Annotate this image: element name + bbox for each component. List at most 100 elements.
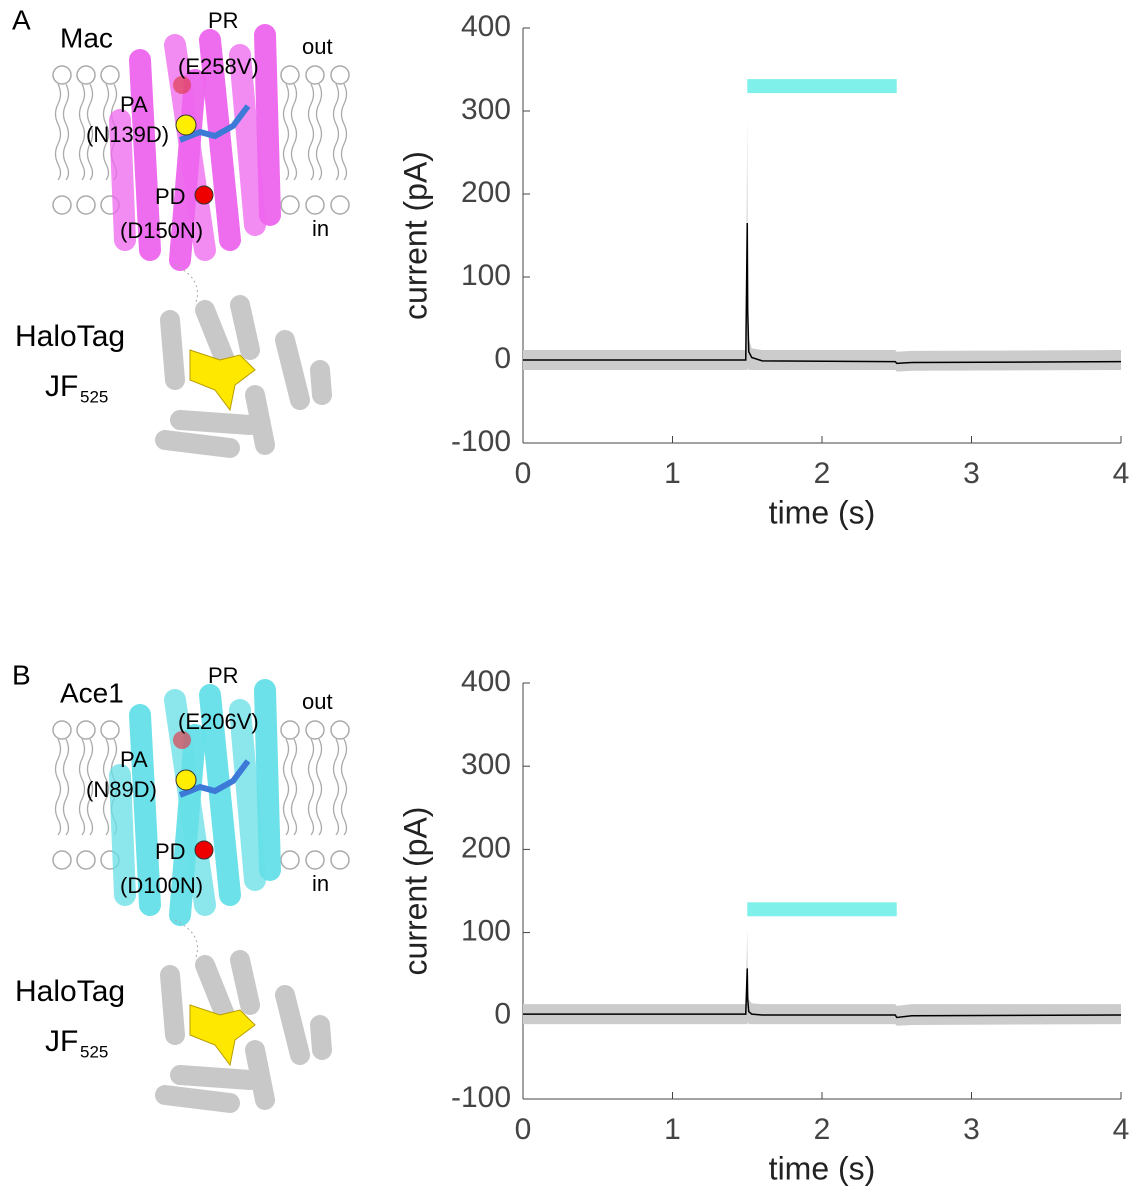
lipid-tail bbox=[78, 83, 86, 181]
diagram-label: (N89D) bbox=[86, 777, 157, 802]
stimulus-bar bbox=[747, 902, 897, 917]
helix bbox=[129, 704, 161, 916]
helix bbox=[254, 24, 281, 226]
helix bbox=[169, 724, 206, 926]
x-tick-label: 4 bbox=[1113, 457, 1130, 490]
diagram-label: PD bbox=[155, 184, 186, 209]
linker bbox=[174, 264, 198, 306]
y-tick-label: 0 bbox=[494, 342, 511, 375]
diagram-label: out bbox=[302, 689, 333, 714]
lipid-tail bbox=[78, 738, 86, 836]
helix bbox=[109, 109, 136, 251]
pr-residue bbox=[173, 76, 191, 94]
lipid-head bbox=[52, 65, 72, 85]
lipid-head bbox=[52, 720, 72, 740]
diagram-label: PR bbox=[208, 8, 239, 33]
pr-residue bbox=[173, 731, 191, 749]
helix bbox=[254, 679, 281, 881]
lipid-head bbox=[330, 65, 350, 85]
y-axis-label: current (pA) bbox=[397, 807, 433, 976]
y-tick-label: 0 bbox=[494, 998, 511, 1031]
y-tick-label: 300 bbox=[461, 748, 511, 781]
diagram-label: PR bbox=[208, 663, 239, 688]
helix bbox=[199, 684, 241, 906]
x-tick-label: 1 bbox=[664, 1113, 681, 1146]
x-tick-label: 3 bbox=[963, 1113, 980, 1146]
diagram-label: (D150N) bbox=[120, 218, 203, 243]
retinal bbox=[178, 759, 251, 798]
lipid-tail bbox=[307, 738, 315, 836]
halotag-helix bbox=[160, 965, 185, 1045]
y-tick-label: -100 bbox=[451, 1081, 511, 1114]
lipid-head bbox=[52, 850, 72, 870]
diagram-label: HaloTag bbox=[15, 975, 125, 1008]
lipid-head bbox=[100, 720, 120, 740]
halotag-helix bbox=[155, 1085, 240, 1113]
pa-residue bbox=[175, 769, 197, 791]
diagram-label: 525 bbox=[80, 1042, 108, 1061]
lipid-head bbox=[100, 65, 120, 85]
dye bbox=[189, 1004, 256, 1067]
lipid-head bbox=[280, 65, 300, 85]
lipid-tail bbox=[307, 83, 315, 181]
y-axis-label: current (pA) bbox=[397, 151, 433, 320]
lipid-head bbox=[76, 720, 96, 740]
halotag-helix bbox=[310, 360, 332, 405]
halotag-helix bbox=[230, 950, 260, 1015]
lipid-tail bbox=[54, 83, 62, 181]
x-tick-label: 0 bbox=[515, 457, 532, 490]
halotag-helix bbox=[245, 1040, 275, 1110]
lipid-head bbox=[330, 195, 350, 215]
diagram-label: B bbox=[12, 659, 31, 690]
y-tick-label: 400 bbox=[461, 665, 511, 698]
diagram-label: A bbox=[12, 4, 31, 35]
lipid-head bbox=[330, 850, 350, 870]
dye bbox=[189, 349, 256, 412]
lipid-tail bbox=[86, 83, 94, 181]
diagram-label: (D100N) bbox=[120, 873, 203, 898]
lipid-head bbox=[52, 195, 72, 215]
lipid-tail bbox=[290, 738, 298, 836]
diagram-label: out bbox=[302, 34, 333, 59]
lipid-tail bbox=[315, 738, 323, 836]
lipid-tail bbox=[62, 738, 70, 836]
halotag-helix bbox=[170, 410, 260, 435]
linker bbox=[174, 919, 198, 961]
helix bbox=[129, 49, 161, 261]
mean-trace bbox=[523, 223, 1122, 365]
y-tick-label: 100 bbox=[461, 259, 511, 292]
y-tick-label: -100 bbox=[451, 425, 511, 458]
pd-residue bbox=[194, 185, 214, 205]
mean-trace bbox=[523, 968, 1122, 1019]
pd-residue bbox=[194, 840, 214, 860]
lipid-head bbox=[305, 65, 325, 85]
x-tick-label: 2 bbox=[814, 1113, 831, 1146]
lipid-head bbox=[280, 195, 300, 215]
diagram-label: PA bbox=[120, 747, 148, 772]
x-tick-label: 4 bbox=[1113, 1113, 1130, 1146]
diagram-label: (E206V) bbox=[178, 709, 259, 734]
lipid-tail bbox=[282, 738, 290, 836]
pa-residue bbox=[175, 114, 197, 136]
x-axis-label: time (s) bbox=[769, 1150, 876, 1186]
y-tick-label: 200 bbox=[461, 831, 511, 864]
diagram-label: PA bbox=[120, 92, 148, 117]
x-tick-label: 0 bbox=[515, 1113, 532, 1146]
diagram-label: Mac bbox=[60, 22, 113, 53]
halotag-helix bbox=[230, 295, 260, 360]
x-tick-label: 3 bbox=[963, 457, 980, 490]
noise-band bbox=[523, 928, 1121, 1026]
halotag-helix bbox=[195, 300, 235, 370]
y-tick-label: 200 bbox=[461, 176, 511, 209]
noise-band bbox=[523, 119, 1121, 372]
diagram-label: 525 bbox=[80, 387, 108, 406]
helix bbox=[199, 29, 241, 251]
lipid-head bbox=[305, 720, 325, 740]
helix bbox=[109, 764, 136, 906]
lipid-tail bbox=[282, 83, 290, 181]
lipid-tail bbox=[290, 83, 298, 181]
lipid-tail bbox=[340, 83, 348, 181]
lipid-tail bbox=[62, 83, 70, 181]
halotag-helix bbox=[170, 1065, 260, 1090]
diagram-label: in bbox=[312, 871, 329, 896]
